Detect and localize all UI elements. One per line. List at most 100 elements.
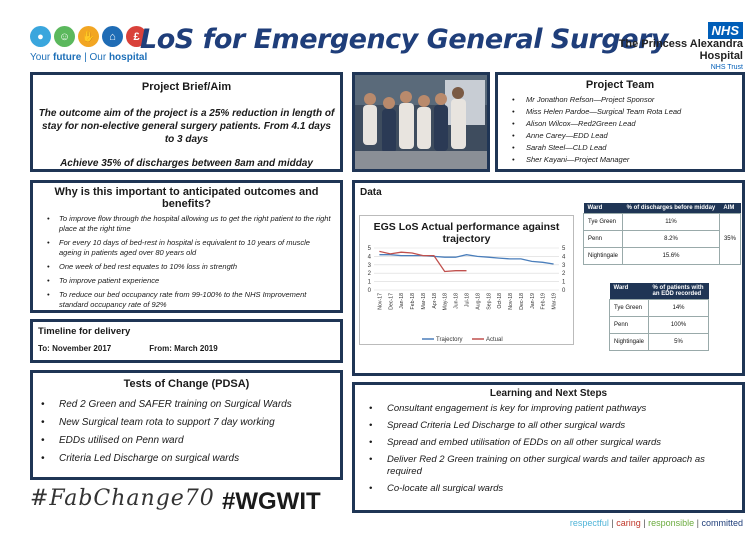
table-row: Tye Green 11% 35%	[582, 213, 742, 265]
table-cell: Tye Green	[608, 299, 650, 317]
brief-achieve: Achieve 35% of discharges between 8am an…	[60, 158, 313, 169]
table-row: Penn 100%	[608, 316, 709, 334]
hospital-trust: NHS Trust	[710, 64, 743, 71]
pound-icon: £	[126, 26, 147, 47]
tests-list: Red 2 Green and SAFER training on Surgic…	[33, 396, 340, 468]
table-cell: Nightingale	[582, 247, 624, 265]
table-header: % of discharges before midday	[622, 203, 720, 214]
table-cell: 8.2%	[622, 230, 720, 248]
test-item: Red 2 Green and SAFER training on Surgic…	[41, 396, 340, 414]
learn-item: Consultant engagement is key for improvi…	[369, 403, 742, 415]
table-cell: 100%	[648, 316, 709, 334]
x-tick-label: Feb-18	[410, 293, 416, 310]
table-row: Tye Green 14%	[608, 299, 709, 317]
why-point: To improve flow through the hospital all…	[47, 214, 334, 234]
tests-of-change-panel: Tests of Change (PDSA) Red 2 Green and S…	[30, 370, 343, 480]
tagline-c: | Our	[81, 52, 109, 63]
y-tick-label-right: 5	[562, 246, 566, 252]
table-row: Penn 8.2%	[582, 230, 741, 248]
hospital-line2: Hospital	[699, 50, 743, 62]
chart-svg: 0 0 1 1 2 2 3 3 4 4 5 5 Nov-17 Dec-17 Jan-18 Feb-18 Mar-…	[368, 246, 566, 343]
x-tick-label: Aug-18	[475, 293, 481, 310]
series-line-trajectory	[379, 254, 554, 265]
discharge-table: Ward % of discharges before midday AIM T…	[582, 203, 742, 265]
team-photo	[352, 72, 490, 172]
y-tick-label: 1	[368, 280, 372, 286]
trust-values: respectful | caring | responsible | comm…	[570, 518, 743, 528]
table-cell: 5%	[648, 333, 709, 351]
timeline-to: To: November 2017	[38, 344, 112, 353]
learn-item: Deliver Red 2 Green training on other su…	[369, 454, 742, 478]
team-member: Anne Carey—EDD Lead	[512, 130, 742, 142]
x-tick-label: Nov-17	[377, 293, 383, 310]
x-tick-label: Dec-17	[388, 293, 394, 310]
value-sep: |	[608, 518, 617, 528]
y-tick-label: 3	[368, 263, 372, 269]
chart-title: EGS LoS Actual performance against traje…	[373, 221, 560, 245]
series-line-actual	[379, 250, 467, 273]
x-tick-label: Jan-19	[530, 293, 536, 309]
team-photo-image	[355, 75, 487, 169]
hospital-name: The Princess Alexandra Hospital NHS Trus…	[619, 38, 743, 74]
table-header-row: Ward % of discharges before midday AIM	[583, 203, 741, 214]
learn-title: Learning and Next Steps	[489, 388, 608, 399]
data-panel: Data EGS LoS Actual performance against …	[352, 180, 745, 376]
x-tick-label: Mar-19	[552, 293, 558, 310]
test-item: EDDs utilised on Penn ward	[41, 432, 340, 450]
team-title: Project Team	[585, 79, 655, 91]
x-tick-label: Oct-18	[497, 293, 503, 309]
data-title: Data	[360, 187, 382, 198]
table-cell: Nightingale	[608, 333, 650, 351]
y-tick-label-right: 4	[562, 254, 566, 260]
table-row: Nightingale 5%	[608, 333, 709, 351]
table-header: % of patients with an EDD recorded	[648, 283, 709, 300]
table-cell: Penn	[582, 230, 624, 248]
brief-aim: The outcome aim of the project is a 25% …	[38, 108, 335, 145]
value-responsible: responsible	[648, 518, 695, 528]
fabchange-hashtag: #FabChange70	[30, 486, 215, 511]
trust-logo-icons: ● ☺ ✋ ⌂ £	[30, 26, 147, 47]
table-cell: 11%	[622, 213, 720, 231]
y-tick-label-right: 2	[562, 271, 566, 277]
legend-label: Actual	[486, 337, 503, 343]
y-tick-label: 4	[368, 254, 372, 260]
people-icon: ●	[30, 26, 51, 47]
why-important-panel: Why is this important to anticipated out…	[30, 180, 343, 313]
value-committed: committed	[701, 518, 743, 528]
y-tick-label-right: 0	[562, 288, 566, 294]
table-cell: Tye Green	[582, 213, 624, 231]
table-cell: 15.6%	[622, 247, 720, 265]
y-tick-label-right: 3	[562, 263, 566, 269]
tests-title: Tests of Change (PDSA)	[123, 378, 250, 390]
x-tick-label: May-18	[443, 293, 449, 310]
table-header: Ward	[583, 203, 623, 214]
los-chart: EGS LoS Actual performance against traje…	[359, 215, 574, 345]
timeline-title: Timeline for delivery	[38, 326, 131, 337]
why-point: To reduce our bed occupancy rate from 99…	[47, 290, 334, 310]
family-icon: ☺	[54, 26, 75, 47]
table-header: Ward	[609, 283, 649, 300]
table-cell: Penn	[608, 316, 650, 334]
learning-panel: Learning and Next Steps Consultant engag…	[352, 382, 745, 513]
timeline-from: From: March 2019	[149, 344, 218, 353]
x-tick-label: Jan-18	[399, 293, 405, 309]
table-cell: 14%	[648, 299, 709, 317]
why-list: To improve flow through the hospital all…	[33, 214, 340, 310]
table-row: Nightingale 15.6%	[582, 247, 741, 265]
team-member: Mr Jonathon Refson—Project Sponsor	[512, 94, 742, 106]
why-title: Why is this important to anticipated out…	[54, 186, 319, 210]
x-tick-label: Apr-18	[432, 293, 438, 309]
timeline-row: To: November 2017 From: March 2019	[38, 344, 340, 353]
x-tick-label: Jul-18	[465, 293, 471, 307]
learn-list: Consultant engagement is key for improvi…	[355, 403, 742, 495]
edd-table: Ward % of patients with an EDD recorded …	[608, 283, 709, 351]
test-item: New Surgical team rota to support 7 day …	[41, 414, 340, 432]
tagline-d: hospital	[108, 52, 148, 63]
poster-title: LoS for Emergency General Surgery	[140, 24, 668, 55]
team-member: Alison Wilcox—Red2Green Lead	[512, 118, 742, 130]
x-tick-label: Sep-18	[486, 293, 492, 310]
y-tick-label-right: 1	[562, 280, 566, 286]
wgwit-hashtag: #WGWIT	[222, 488, 321, 515]
tagline-b: future	[52, 52, 82, 63]
x-tick-label: Dec-18	[519, 293, 525, 310]
